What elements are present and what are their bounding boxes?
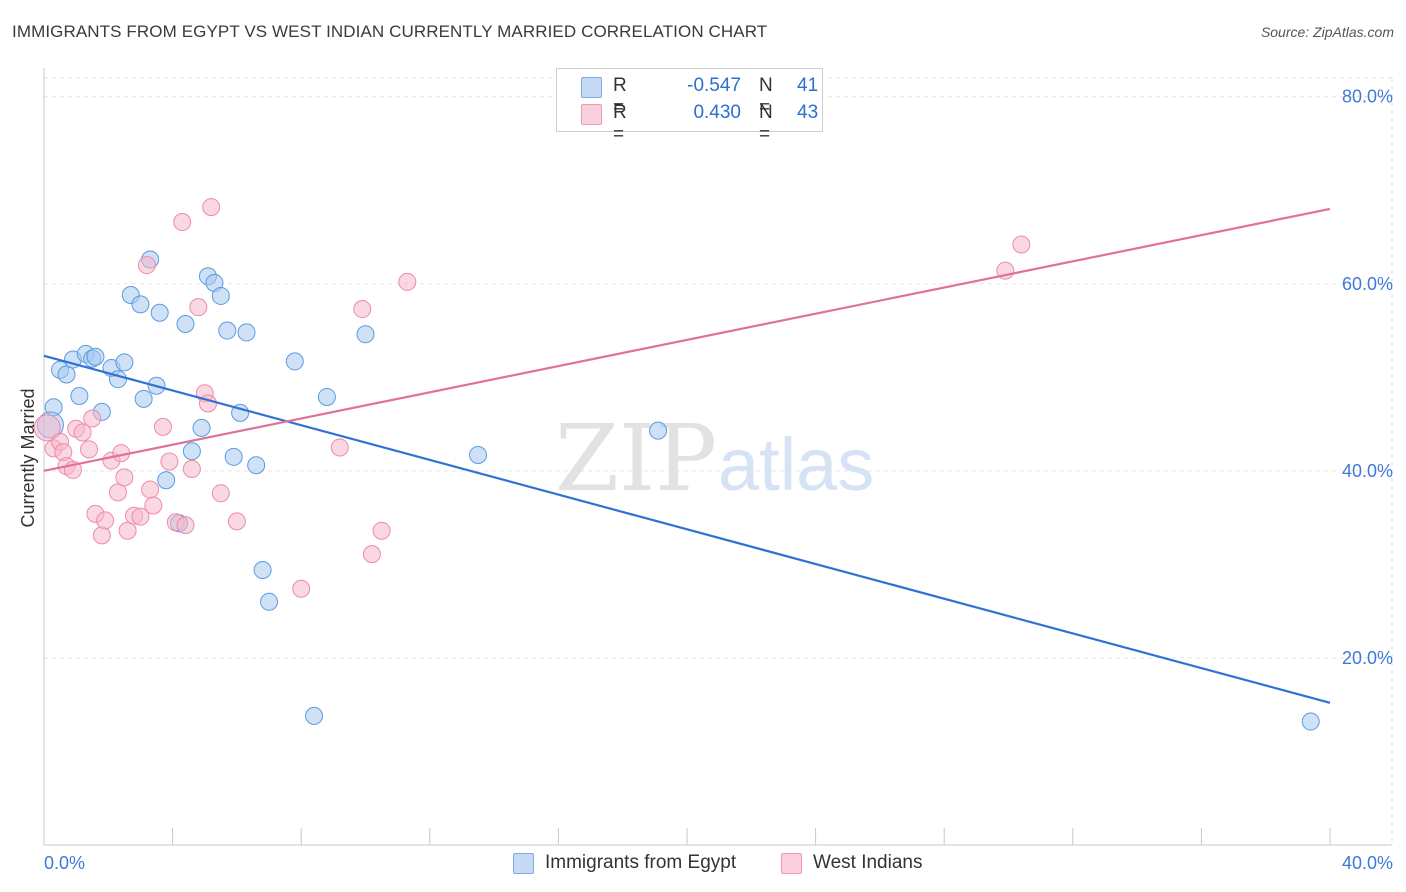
point-west-indians: [73, 423, 92, 442]
point-west-indians: [372, 521, 391, 540]
point-west-indians: [353, 300, 372, 319]
watermark-atlas: atlas: [718, 423, 874, 506]
point-west-indians: [211, 484, 230, 503]
point-egypt: [237, 323, 256, 342]
watermark-zip: ZIP: [555, 405, 717, 512]
point-west-indians: [92, 526, 111, 545]
bottom-legend-swatch-west-indians: [781, 853, 802, 874]
point-west-indians: [1012, 235, 1031, 254]
y-tick-label: 60.0%: [1342, 274, 1393, 294]
y-tick-label: 20.0%: [1342, 648, 1393, 668]
point-egypt: [224, 447, 243, 466]
source-label: Source: ZipAtlas.com: [1260, 24, 1394, 40]
legend-swatch-egypt: [581, 77, 602, 98]
point-egypt: [356, 325, 375, 344]
point-egypt: [176, 315, 195, 334]
point-west-indians: [202, 198, 221, 217]
legend-n-value: 41: [797, 75, 819, 96]
point-west-indians: [153, 417, 172, 436]
trend-lines: [43, 207, 1331, 704]
legend-r-value: -0.547: [687, 75, 741, 96]
legend: R = -0.547 N = 41 R = 0.430 N = 43: [556, 68, 823, 145]
point-west-indians: [398, 272, 417, 291]
point-egypt: [86, 347, 105, 366]
point-west-indians: [292, 579, 311, 598]
point-west-indians: [96, 511, 115, 530]
point-egypt: [218, 321, 237, 340]
point-egypt: [305, 706, 324, 725]
point-egypt: [247, 456, 266, 475]
watermark: ZIP atlas: [555, 405, 874, 512]
point-west-indians: [115, 468, 134, 487]
bottom-legend-label-west-indians: West Indians: [813, 852, 923, 873]
point-egypt: [134, 389, 153, 408]
point-west-indians: [144, 496, 163, 515]
point-egypt: [253, 561, 272, 580]
point-egypt: [317, 387, 336, 406]
point-west-indians: [182, 459, 201, 478]
y-axis-label: Currently Married: [18, 388, 38, 527]
point-egypt: [260, 592, 279, 611]
data-points: [33, 198, 1320, 731]
legend-n-label: N =: [759, 75, 773, 118]
point-west-indians: [141, 480, 160, 499]
point-west-indians: [362, 545, 381, 564]
legend-r-value: 0.430: [693, 102, 741, 123]
point-west-indians: [108, 483, 127, 502]
point-egypt: [285, 352, 304, 371]
point-egypt: [1301, 712, 1320, 731]
point-egypt: [469, 445, 488, 464]
trend-line-west-indians: [43, 207, 1331, 472]
legend-n-label: N =: [759, 102, 773, 145]
bottom-legend-label-egypt: Immigrants from Egypt: [545, 852, 737, 873]
legend-n-value: 43: [797, 102, 819, 123]
point-egypt: [115, 353, 134, 372]
point-west-indians: [227, 512, 246, 531]
point-egypt: [131, 295, 150, 314]
point-west-indians: [33, 414, 61, 442]
point-west-indians: [118, 521, 137, 540]
point-egypt: [649, 421, 668, 440]
point-egypt: [150, 303, 169, 322]
point-west-indians: [83, 409, 102, 428]
point-west-indians: [131, 507, 150, 526]
y-tick-label: 40.0%: [1342, 461, 1393, 481]
point-west-indians: [189, 298, 208, 317]
point-egypt: [211, 286, 230, 305]
point-west-indians: [160, 452, 179, 471]
point-egypt: [192, 418, 211, 437]
x-tick-label-min: 0.0%: [44, 853, 85, 873]
tick-labels: 20.0% 40.0% 60.0% 80.0% 0.0% 40.0%: [44, 87, 1393, 873]
point-west-indians: [176, 516, 195, 535]
trend-line-egypt: [43, 354, 1331, 704]
bottom-legend-swatch-egypt: [513, 853, 534, 874]
y-tick-label: 80.0%: [1342, 87, 1393, 107]
point-west-indians: [80, 440, 99, 459]
point-egypt: [157, 471, 176, 490]
x-tick-label-max: 40.0%: [1342, 853, 1393, 873]
chart-title: IMMIGRANTS FROM EGYPT VS WEST INDIAN CUR…: [12, 22, 768, 41]
point-egypt: [57, 365, 76, 384]
legend-swatch-west-indians: [581, 104, 602, 125]
point-west-indians: [330, 438, 349, 457]
point-west-indians: [137, 256, 156, 275]
axes: [43, 68, 1392, 846]
point-egypt: [70, 387, 89, 406]
point-west-indians: [173, 213, 192, 232]
legend-r-label: R =: [613, 102, 627, 145]
legend-r-label: R =: [613, 75, 627, 118]
point-egypt: [182, 442, 201, 461]
